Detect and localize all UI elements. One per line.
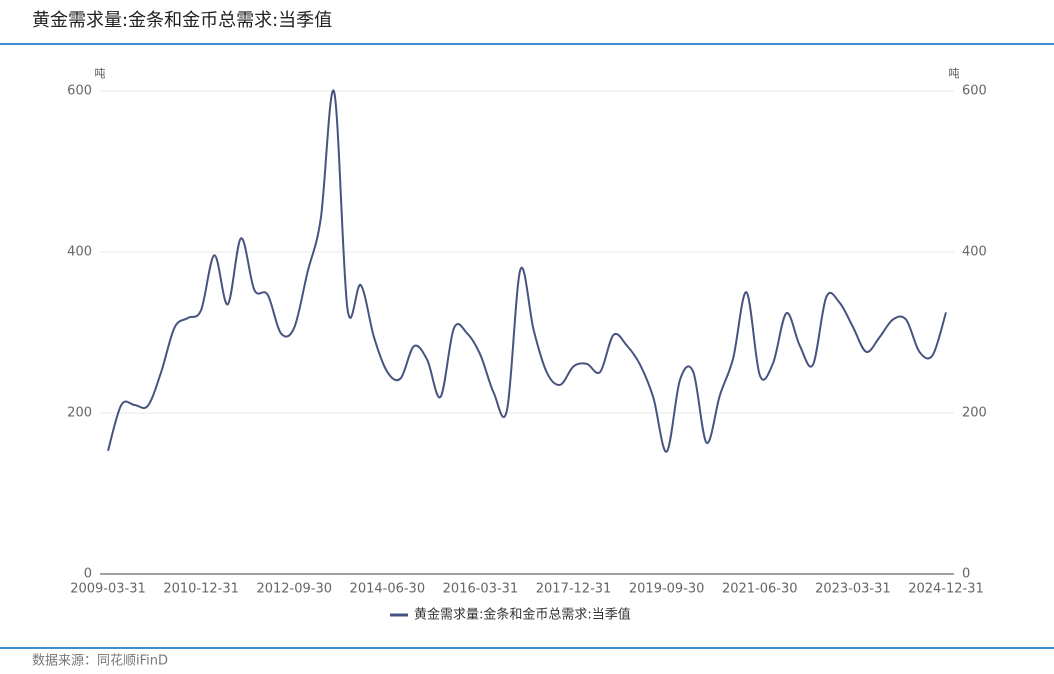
chart-title: 黄金需求量:金条和金币总需求:当季值	[32, 10, 332, 31]
y2-tick-label: 200	[962, 406, 987, 421]
x-tick-label: 2010-12-31	[163, 582, 239, 597]
x-tick-label: 2016-03-31	[443, 582, 519, 597]
y-tick-label: 200	[67, 406, 92, 421]
y2-tick-label: 400	[962, 245, 987, 260]
x-tick-label: 2019-09-30	[629, 582, 705, 597]
y2-tick-label: 0	[962, 567, 970, 582]
data-line	[107, 89, 947, 453]
x-tick-label: 2009-03-31	[70, 582, 146, 597]
x-tick-label: 2021-06-30	[722, 582, 798, 597]
legend-label: 黄金需求量:金条和金币总需求:当季值	[414, 607, 631, 623]
y2-tick-label: 600	[962, 84, 987, 99]
x-tick-label: 2017-12-31	[536, 582, 612, 597]
y2-unit: 吨	[949, 67, 960, 80]
x-tick-label: 2024-12-31	[908, 582, 984, 597]
y-tick-label: 0	[84, 567, 92, 582]
y-unit: 吨	[95, 67, 106, 80]
x-tick-label: 2014-06-30	[350, 582, 426, 597]
x-tick-label: 2023-03-31	[815, 582, 891, 597]
y-tick-label: 600	[67, 84, 92, 99]
x-tick-label: 2012-09-30	[256, 582, 332, 597]
y-tick-label: 400	[67, 245, 92, 260]
source: 数据来源：同花顺iFinD	[32, 653, 168, 669]
